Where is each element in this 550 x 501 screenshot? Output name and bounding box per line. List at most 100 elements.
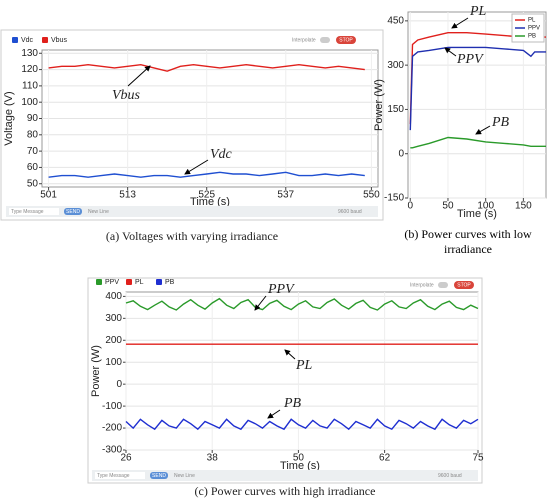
y-tick-label: 300: [387, 60, 404, 71]
x-axis-label: Time (s): [457, 208, 497, 220]
y-tick-label: 100: [105, 357, 122, 368]
legend-swatch: [96, 279, 102, 285]
caption: (c) Power curves with high irradiance: [195, 484, 376, 498]
x-axis-label: Time (s): [190, 196, 230, 208]
y-tick-label: 60: [27, 162, 39, 173]
stop-button[interactable]: [454, 281, 474, 289]
panel-c-frame: [87, 277, 483, 484]
y-tick-label: 90: [27, 113, 39, 124]
toggle[interactable]: [320, 37, 330, 43]
x-tick-label: 537: [277, 190, 294, 201]
annotation: Vbus: [112, 88, 141, 103]
serial-bar: [6, 206, 378, 217]
legend-label: PB: [528, 34, 536, 40]
annotation: PL: [295, 358, 313, 373]
caption: (a) Voltages with varying irradiance: [106, 229, 278, 243]
message-placeholder: Type Message: [11, 209, 44, 215]
y-tick-label: -200: [102, 423, 122, 434]
annotation: PB: [283, 396, 302, 411]
legend-label: Vbus: [51, 37, 67, 44]
serial-bar: [92, 470, 478, 481]
y-axis-label: Voltage (V): [3, 91, 15, 145]
annotation-arrow: [444, 47, 457, 57]
message-placeholder: Type Message: [97, 473, 130, 479]
series-line: [125, 418, 479, 431]
annotation-arrow: [284, 349, 296, 360]
toggle[interactable]: [438, 282, 448, 288]
annotation: PPV: [456, 52, 484, 67]
y-tick-label: 110: [22, 81, 38, 92]
interpolate-label: Interpolate: [292, 37, 316, 43]
annotation: PB: [491, 115, 510, 130]
send-label: SEND: [66, 209, 80, 215]
baud-rate: 9600 baud: [338, 209, 362, 215]
y-tick-label: 80: [27, 129, 39, 140]
x-tick-label: 501: [40, 190, 57, 201]
x-tick-label: 525: [198, 190, 215, 201]
x-tick-label: 38: [207, 453, 219, 464]
line-ending: New Line: [174, 473, 195, 479]
y-tick-label: 50: [27, 178, 39, 189]
legend-swatch: [42, 37, 48, 43]
y-tick-label: -300: [102, 445, 122, 456]
annotation: PL: [469, 4, 487, 19]
interpolate-label: Interpolate: [410, 282, 434, 288]
x-tick-label: 62: [379, 453, 391, 464]
y-tick-label: 150: [387, 104, 404, 115]
legend-label: Vdc: [21, 37, 34, 44]
y-tick-label: 200: [105, 335, 122, 346]
x-tick-label: 150: [515, 201, 532, 212]
y-tick-label: 120: [21, 64, 38, 75]
x-tick-label: 513: [119, 190, 136, 201]
y-tick-label: 0: [398, 148, 404, 159]
annotation-arrow: [267, 409, 281, 419]
y-tick-label: 400: [105, 291, 122, 302]
y-axis-label: Power (W): [90, 345, 102, 397]
caption-box: (b) Power curves with low irradiance: [404, 227, 532, 256]
x-tick-label: 26: [120, 453, 132, 464]
annotation-arrow: [451, 17, 469, 29]
caption: (b) Power curves with low irradiance: [404, 227, 532, 256]
x-tick-label: 550: [363, 190, 380, 201]
series-line: [48, 63, 365, 72]
message-input[interactable]: [9, 208, 59, 215]
series-line: [409, 46, 546, 131]
series-line: [125, 297, 479, 311]
line-ending: New Line: [88, 209, 109, 215]
y-tick-label: 100: [21, 97, 38, 108]
legend-swatch: [156, 279, 162, 285]
annotation: PPV: [267, 282, 295, 297]
legend-label: PL: [528, 18, 536, 24]
annotation-arrow: [184, 159, 209, 175]
y-tick-label: 130: [21, 48, 38, 59]
send-button[interactable]: [64, 208, 82, 215]
x-tick-label: 50: [442, 201, 454, 212]
send-label: SEND: [152, 473, 166, 479]
message-input[interactable]: [95, 472, 145, 479]
stop-button[interactable]: [336, 36, 356, 44]
y-axis-label: Power (W): [373, 79, 385, 131]
y-tick-label: 450: [387, 15, 404, 26]
y-tick-label: -150: [384, 193, 404, 204]
panel-a-frame: [0, 29, 384, 221]
legend-label: PB: [165, 279, 175, 286]
y-tick-label: 0: [116, 379, 122, 390]
x-axis-label: Time (s): [280, 460, 320, 472]
x-tick-label: 50: [293, 453, 305, 464]
legend-swatch: [12, 37, 18, 43]
series-line: [48, 171, 365, 178]
legend-label: PPV: [105, 279, 119, 286]
y-tick-label: 300: [105, 313, 122, 324]
send-button[interactable]: [150, 472, 168, 479]
y-tick-label: 70: [27, 146, 39, 157]
x-tick-label: 0: [407, 201, 413, 212]
annotation-arrow: [475, 125, 491, 135]
baud-rate: 9600 baud: [438, 473, 462, 479]
stop-label: STOP: [457, 282, 471, 288]
legend-label: PPV: [528, 26, 540, 32]
legend-swatch: [126, 279, 132, 285]
y-tick-label: -100: [102, 401, 122, 412]
stop-label: STOP: [339, 37, 353, 43]
